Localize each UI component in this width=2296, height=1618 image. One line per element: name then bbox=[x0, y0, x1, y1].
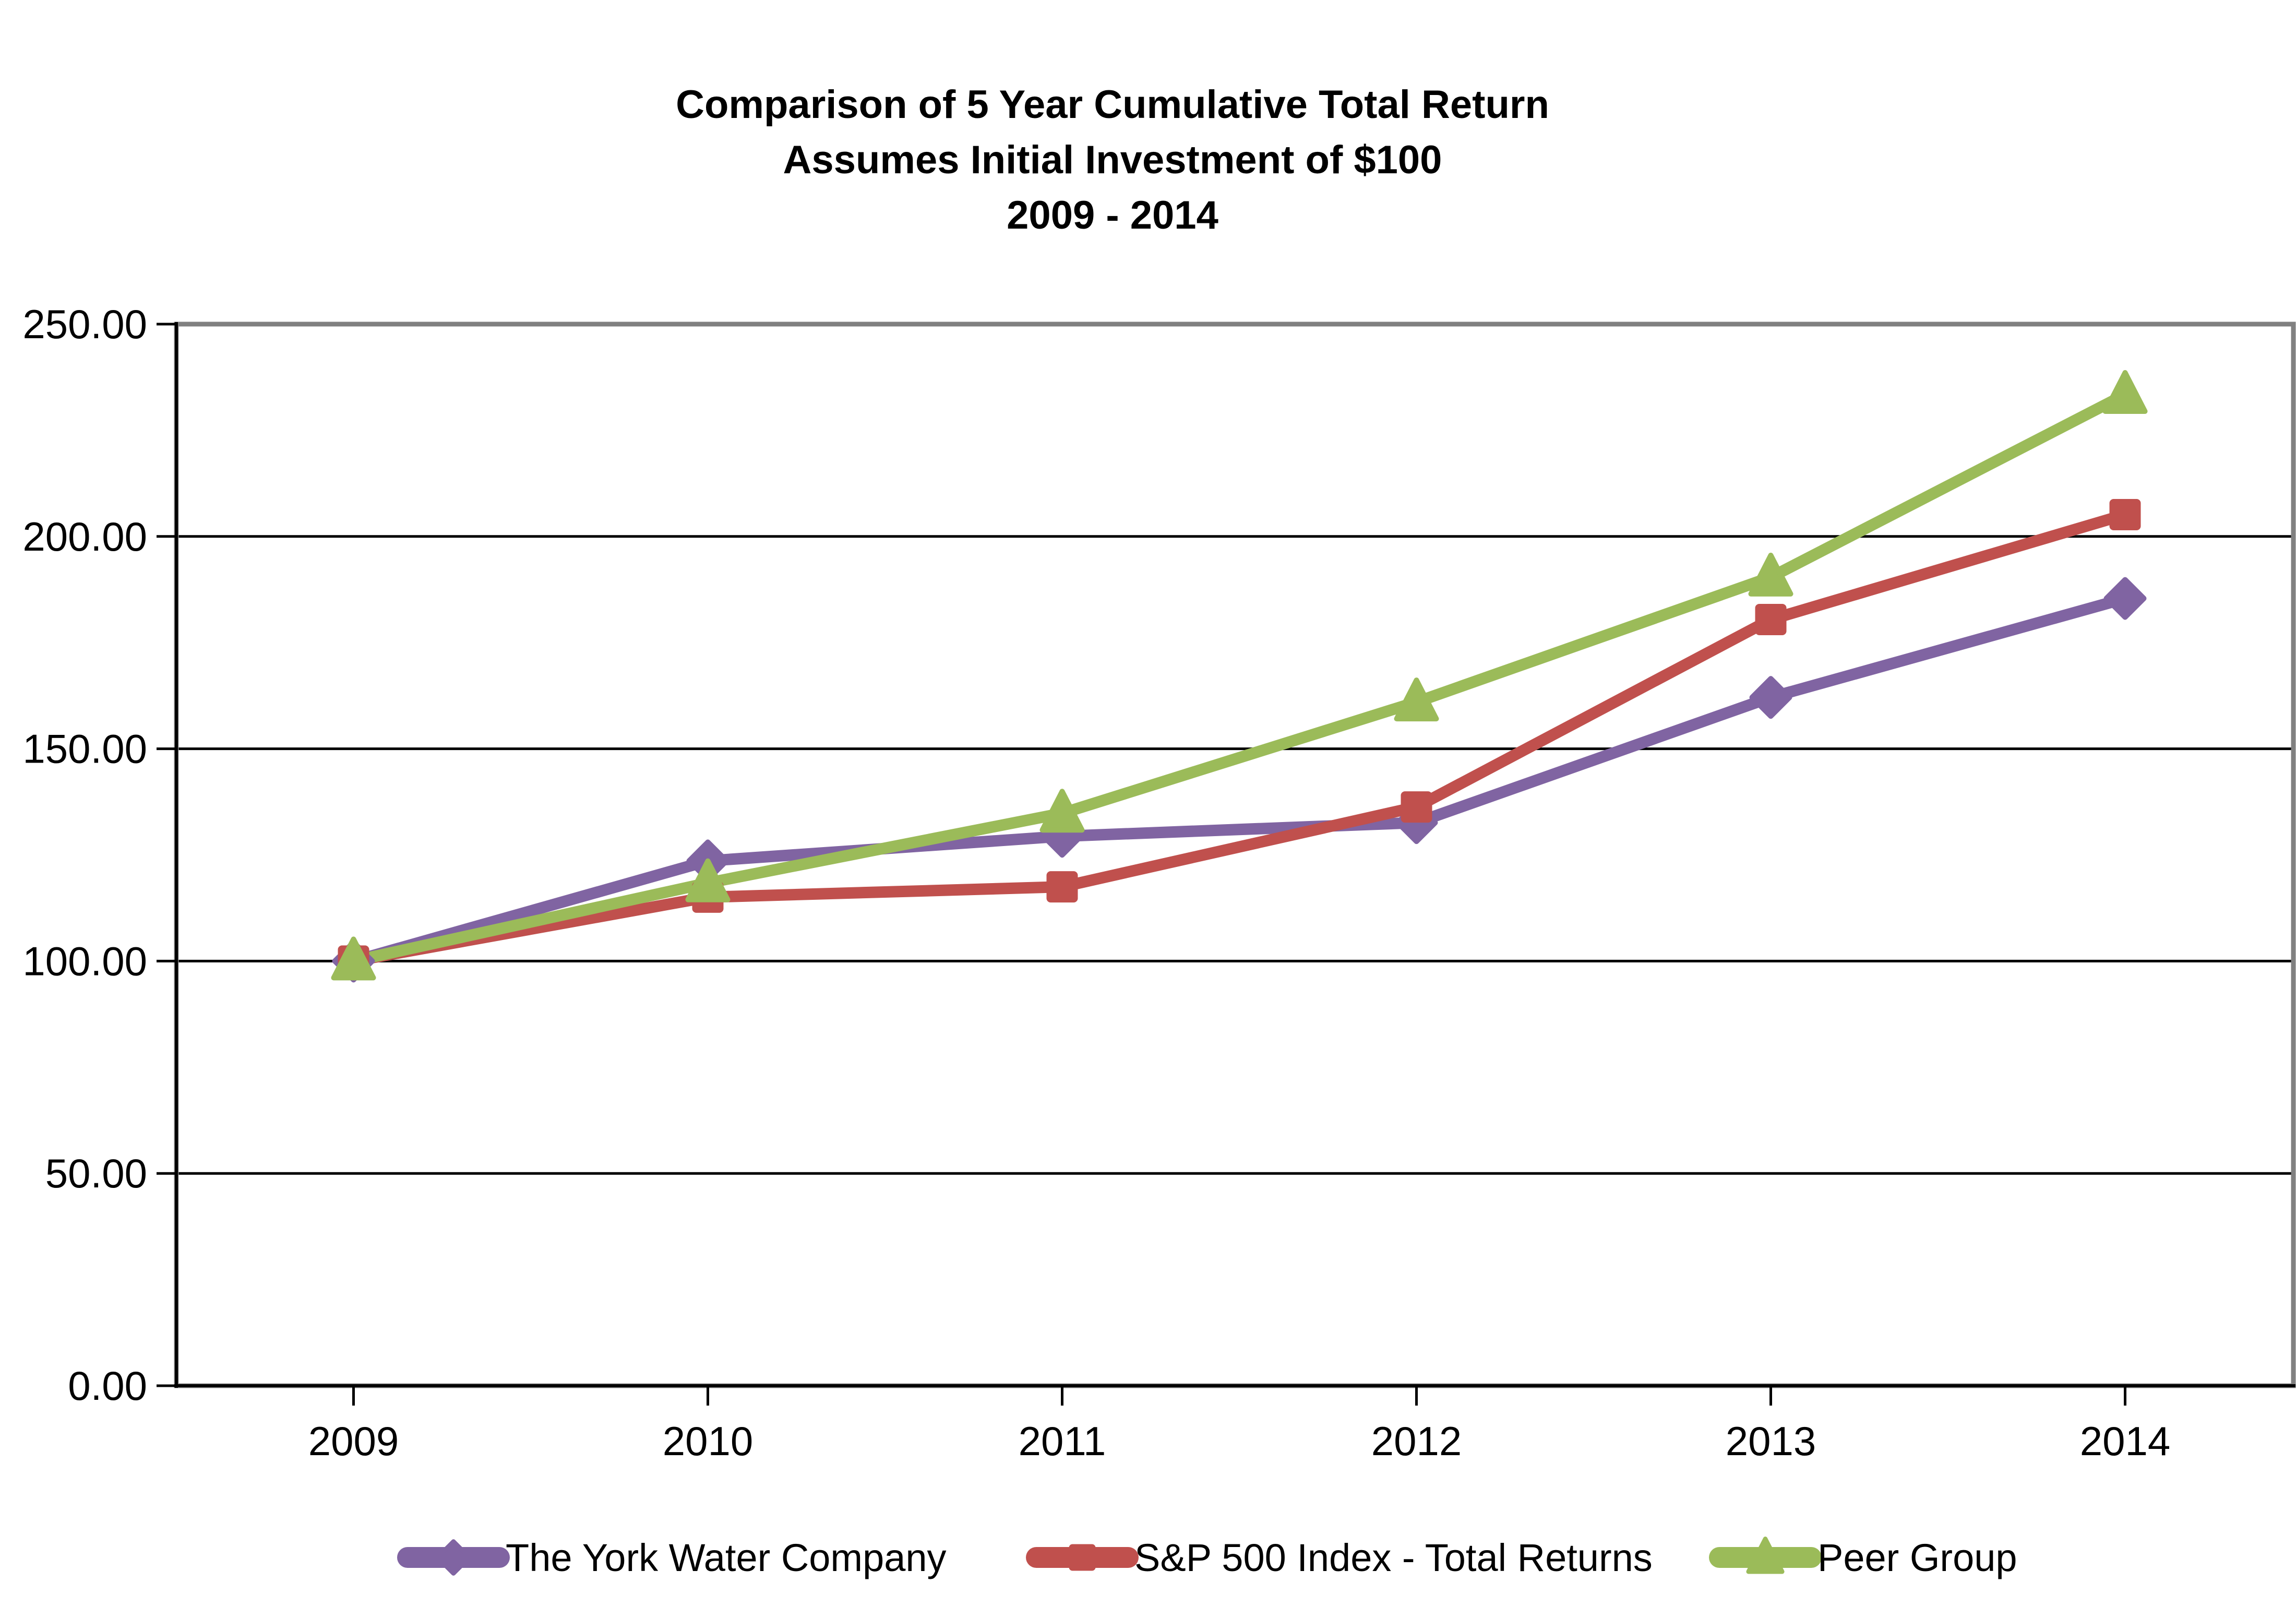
legend: The York Water Company S&P 500 Index - To… bbox=[397, 1536, 2017, 1579]
series-markers-peer-group bbox=[331, 370, 2148, 981]
y-tick-label: 50.00 bbox=[45, 1150, 147, 1196]
chart-title-line-3: 2009 - 2014 bbox=[1007, 193, 1218, 237]
triangle-marker-2014 bbox=[2102, 370, 2148, 414]
x-tick-label: 2013 bbox=[1726, 1418, 1816, 1464]
square-marker-2013 bbox=[1755, 603, 1787, 635]
x-tick-label: 2010 bbox=[663, 1418, 754, 1464]
series-line-the-york-water-company bbox=[348, 592, 2131, 967]
square-marker-2011 bbox=[1046, 871, 1078, 903]
legend-item-s-p-500-index-total-returns: S&P 500 Index - Total Returns bbox=[1026, 1536, 1653, 1579]
legend-item-peer-group: Peer Group bbox=[1709, 1536, 2017, 1579]
square-marker-2012 bbox=[1401, 791, 1432, 823]
x-tick-label: 2012 bbox=[1371, 1418, 1462, 1464]
legend-diamond-marker bbox=[435, 1539, 472, 1576]
chart-title-line-1: Comparison of 5 Year Cumulative Total Re… bbox=[676, 82, 1549, 127]
x-tick-label: 2014 bbox=[2080, 1418, 2171, 1464]
triangle-marker-2009 bbox=[331, 936, 376, 981]
plot-area: 0.00 50.00 100.00 150.00 200.00 250.00 2009 201… bbox=[22, 301, 2296, 1464]
y-tick-label: 100.00 bbox=[22, 938, 147, 984]
triangle-marker-2010 bbox=[685, 858, 731, 902]
legend-square-marker bbox=[1069, 1544, 1096, 1571]
triangle-marker-2013 bbox=[1748, 552, 1793, 597]
x-tick-label: 2011 bbox=[1019, 1418, 1106, 1464]
legend-item-the-york-water-company: The York Water Company bbox=[397, 1536, 947, 1579]
y-tick-label: 0.00 bbox=[68, 1363, 147, 1409]
series-markers-s-p-500-index-total-returns bbox=[338, 498, 2141, 977]
legend-label: S&P 500 Index - Total Returns bbox=[1134, 1536, 1653, 1579]
legend-label: Peer Group bbox=[1817, 1536, 2017, 1579]
chart-title-line-2: Assumes Initial Investment of $100 bbox=[783, 138, 1442, 182]
chart-title: Comparison of 5 Year Cumulative Total Re… bbox=[0, 77, 2225, 243]
diamond-marker-2014 bbox=[2103, 577, 2147, 620]
x-tick-label: 2009 bbox=[308, 1418, 399, 1464]
legend-triangle-marker bbox=[1746, 1537, 1785, 1574]
triangle-marker-2012 bbox=[1394, 677, 1439, 722]
y-tick-label: 200.00 bbox=[22, 514, 147, 560]
y-tick-label: 150.00 bbox=[22, 726, 147, 772]
legend-label: The York Water Company bbox=[506, 1536, 947, 1579]
plot-border bbox=[174, 322, 2296, 1388]
series-line-peer-group bbox=[348, 389, 2131, 967]
series-line-s-p-500-index-total-returns bbox=[348, 508, 2131, 967]
triangle-marker-2011 bbox=[1039, 789, 1085, 833]
diamond-marker-2013 bbox=[1749, 676, 1792, 719]
y-tick-label: 250.00 bbox=[22, 301, 147, 347]
square-marker-2014 bbox=[2109, 498, 2141, 530]
